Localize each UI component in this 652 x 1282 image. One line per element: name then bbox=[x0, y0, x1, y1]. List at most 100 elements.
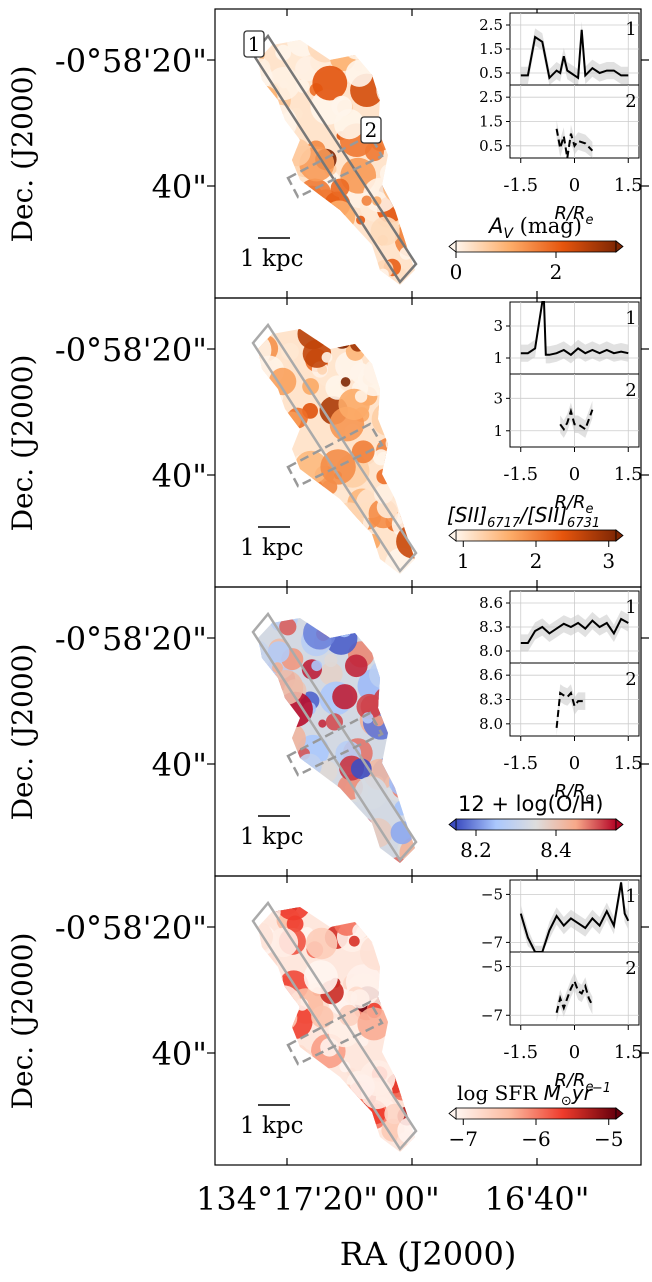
map-cell bbox=[331, 95, 353, 117]
map-cell bbox=[258, 739, 264, 754]
map-cell bbox=[258, 176, 261, 194]
map-cell bbox=[258, 779, 273, 795]
map-cell bbox=[384, 921, 415, 953]
map-cell bbox=[342, 40, 371, 60]
map-cell bbox=[394, 152, 415, 178]
map-cell bbox=[282, 782, 304, 805]
inset-profile-line bbox=[559, 407, 594, 432]
map-cell bbox=[326, 836, 359, 863]
map-cell bbox=[258, 107, 261, 127]
inset-x-tick-label: 0 bbox=[569, 464, 580, 485]
map-cell bbox=[377, 940, 405, 967]
map-cell bbox=[342, 531, 363, 553]
inset-profile-1: 3 1 1 bbox=[493, 301, 640, 375]
map-cell bbox=[356, 907, 388, 920]
map-cell bbox=[389, 857, 407, 863]
colorbar-fill bbox=[455, 529, 617, 542]
colorbar-tick-label: 0 bbox=[450, 260, 463, 284]
map-cell bbox=[377, 663, 400, 686]
map-cell bbox=[265, 423, 291, 449]
map-cell bbox=[293, 492, 329, 528]
inset-x-tick-label: -1.5 bbox=[503, 753, 538, 774]
map-cell bbox=[394, 461, 415, 484]
map-cell bbox=[329, 618, 358, 637]
map-cell bbox=[278, 763, 289, 774]
map-cell bbox=[322, 1140, 339, 1152]
map-cell bbox=[332, 330, 352, 349]
map-cell bbox=[385, 670, 415, 700]
inset-profile-2: 3 1 2 bbox=[493, 373, 640, 448]
map-cell bbox=[300, 852, 309, 861]
map-cell bbox=[258, 452, 274, 474]
map-cell bbox=[339, 40, 359, 55]
map-cell bbox=[277, 791, 291, 806]
slit-label-box bbox=[360, 116, 382, 144]
map-cell bbox=[325, 826, 341, 842]
map-cell bbox=[284, 792, 319, 828]
map-cell bbox=[275, 44, 292, 61]
map-cell bbox=[387, 907, 407, 916]
inset-y-tick-label: 3 bbox=[493, 389, 503, 407]
map-cell bbox=[258, 85, 278, 111]
map-cell bbox=[312, 65, 348, 101]
map-cell bbox=[375, 277, 398, 285]
map-cell bbox=[289, 192, 312, 216]
inset-x-tick-label: 1.5 bbox=[614, 464, 643, 485]
map-cell bbox=[375, 650, 390, 665]
map-cell bbox=[404, 721, 415, 741]
map-cell bbox=[400, 618, 415, 633]
map-cell bbox=[264, 144, 283, 163]
map-cell bbox=[261, 104, 298, 141]
map-cell bbox=[259, 993, 283, 1016]
map-cell bbox=[258, 218, 259, 233]
slit-2 bbox=[286, 422, 384, 488]
map-cell bbox=[279, 131, 291, 143]
inset-x-axis: -1.5 0 1.5 R/Re bbox=[503, 736, 643, 806]
map-cell bbox=[343, 821, 354, 832]
map-cell bbox=[303, 836, 335, 863]
inset-y-tick-label: 1.5 bbox=[479, 113, 503, 131]
colorbar: 1 2 3[SII]6717/[SII]6731 bbox=[447, 503, 624, 573]
inset-y-tick-label: −7 bbox=[481, 933, 503, 951]
map-cell bbox=[258, 199, 291, 235]
map-cell bbox=[325, 575, 342, 592]
map-cell bbox=[382, 169, 415, 204]
map-cell bbox=[406, 618, 415, 620]
map-cell bbox=[292, 203, 313, 224]
map-cell bbox=[330, 910, 339, 919]
inset-x-label: R/Re bbox=[554, 203, 593, 228]
colorbar-fill bbox=[455, 240, 617, 253]
map-cell bbox=[407, 177, 415, 187]
map-cell bbox=[270, 201, 292, 222]
inset-x-label: R/Re bbox=[554, 492, 593, 517]
inset-y-tick-label: 3 bbox=[493, 317, 503, 335]
map-cell bbox=[376, 72, 412, 108]
map-cell bbox=[385, 435, 402, 452]
inset-panel-number: 2 bbox=[625, 958, 636, 979]
map-cell bbox=[298, 810, 332, 844]
map-cell bbox=[275, 907, 311, 921]
slit-label-1: 1 bbox=[243, 30, 265, 58]
map-cell bbox=[404, 68, 415, 92]
map-cell bbox=[384, 1103, 405, 1125]
map-cell bbox=[344, 856, 359, 863]
map-cell bbox=[279, 424, 293, 438]
colorbar-label: [SII]6717/[SII]6731 bbox=[447, 503, 600, 531]
colorbar-tick-label: −6 bbox=[521, 1127, 550, 1151]
inset-y-tick-label: −5 bbox=[481, 885, 503, 903]
map-cell bbox=[258, 409, 263, 430]
map-cell bbox=[291, 1072, 315, 1096]
map-cell bbox=[383, 111, 414, 141]
map-cell bbox=[258, 851, 273, 863]
map-cell bbox=[258, 783, 266, 797]
map-cell bbox=[340, 907, 368, 918]
map-cell bbox=[319, 662, 343, 686]
y-axis-label: Dec. (J2000) bbox=[6, 933, 39, 1110]
map-cell bbox=[397, 1117, 415, 1145]
x-tick-label: 00" bbox=[384, 1180, 439, 1218]
map-cell bbox=[377, 397, 405, 425]
map-cell bbox=[259, 410, 288, 439]
map-cell bbox=[338, 1106, 365, 1132]
map-cell bbox=[361, 195, 372, 206]
map-cell bbox=[413, 416, 415, 429]
